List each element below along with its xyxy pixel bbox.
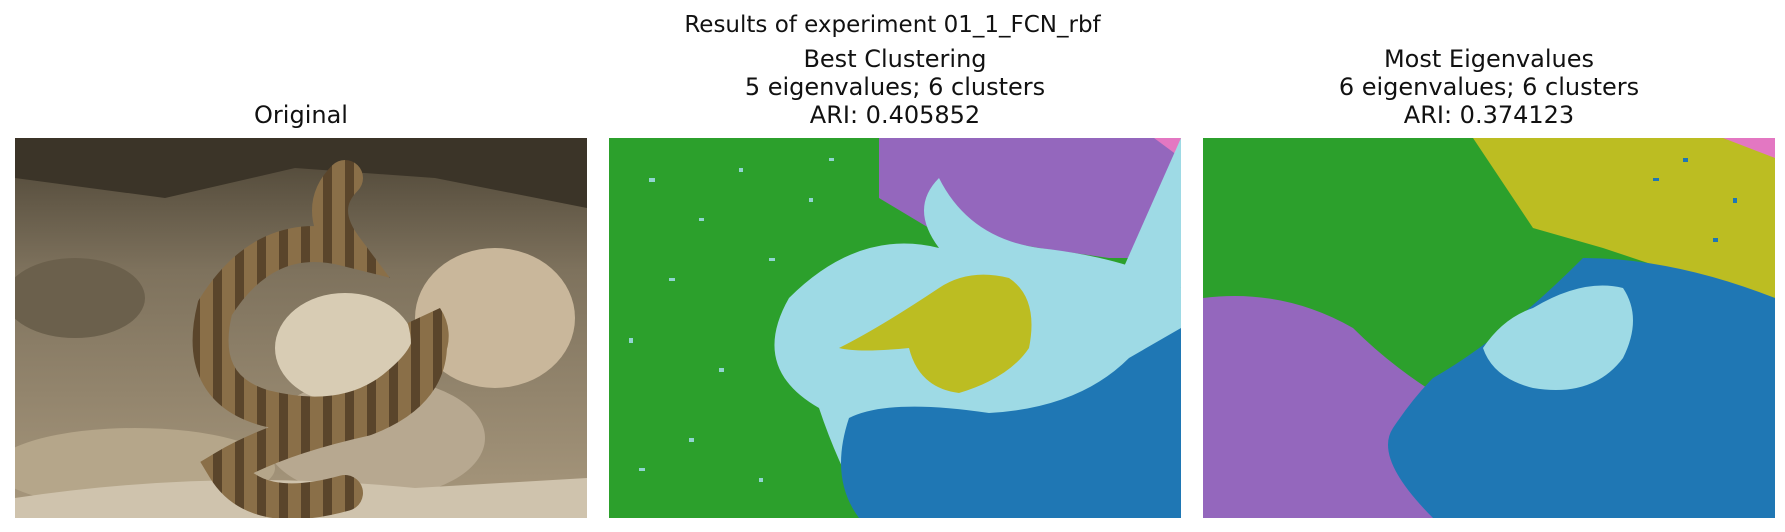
panel-title-most: Most Eigenvalues 6 eigenvalues; 6 cluste… [1203, 45, 1775, 129]
panel-best-clustering: Best Clustering 5 eigenvalues; 6 cluster… [609, 0, 1181, 532]
title-line: 5 eigenvalues; 6 clusters [744, 73, 1046, 101]
title-line: ARI: 0.374123 [1403, 101, 1575, 129]
title-line: 6 eigenvalues; 6 clusters [1338, 73, 1640, 101]
best-clustering-map [609, 138, 1181, 518]
original-image [15, 138, 587, 518]
figure-title: Results of experiment 01_1_FCN_rbf [684, 12, 1101, 38]
title-line: ARI: 0.405852 [809, 101, 981, 129]
title-line: Best Clustering [803, 45, 987, 73]
panel-title-original: Original [15, 101, 587, 129]
panel-original: Original [15, 0, 587, 532]
title-line: Most Eigenvalues [1383, 45, 1595, 73]
most-eigenvalues-map [1203, 138, 1775, 518]
panel-title-best: Best Clustering 5 eigenvalues; 6 cluster… [609, 45, 1181, 129]
title-line: Original [254, 101, 348, 129]
panel-most-eigenvalues: Most Eigenvalues 6 eigenvalues; 6 cluste… [1203, 0, 1775, 532]
